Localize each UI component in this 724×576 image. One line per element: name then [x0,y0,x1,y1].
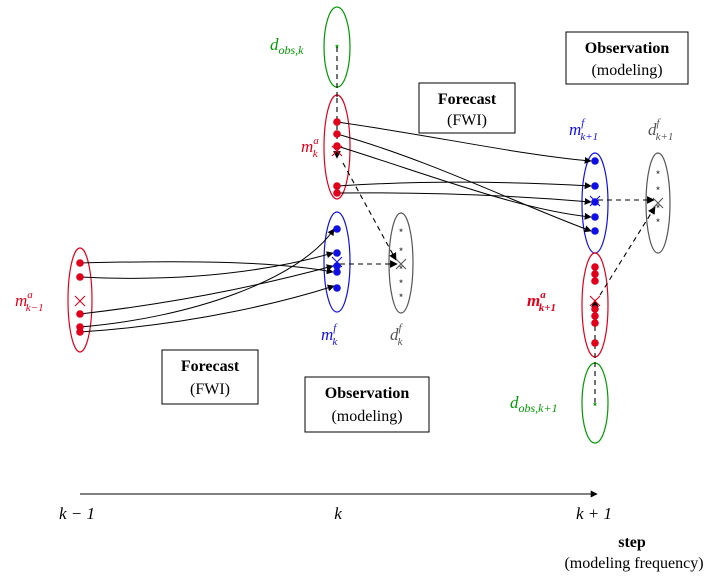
forecast-arrow [79,264,334,315]
member-dot [591,305,599,313]
members-m-a-k-minus-1 [76,259,84,336]
members-m-a-k-plus-1 [591,263,599,347]
forecast-arrow [336,121,592,164]
stars-d-f-k: ⋆ ⋆ ⋆ ⋆ ⋆ [397,223,405,302]
member-dot [333,249,341,257]
members-m-f-k-plus-1 [591,157,599,235]
label-m-f-k-plus-1: mf k+1 [569,117,598,143]
label-m-a-k: ma k [301,135,319,160]
forecast-arrows-1 [79,228,335,333]
label-d-f-k: df k [390,322,404,348]
star-icon: ⋆ [397,274,405,288]
members-m-f-k [333,225,341,292]
axis-subtitle: (modeling frequency) [564,555,703,572]
star-icon: ⋆ [397,288,405,302]
label-d-f-k-plus-1: df k+1 [648,117,673,143]
star-icon: ⋆ [654,213,662,227]
mean-cross-m-a-k-minus-1 [74,295,86,307]
member-dot [591,319,599,327]
label-m-a-k-minus-1: ma k−1 [15,289,44,314]
member-dot [76,273,84,281]
forecast-arrow [336,192,592,205]
member-dot [76,328,84,336]
forecast-arrow [79,284,335,333]
stars-d-obs: ⋆ ⋆ [333,39,599,411]
label-d-obs-k: dobs,k [270,35,304,57]
member-dot [333,118,341,126]
member-dot [591,263,599,271]
mean-cross-m-f-k-plus-1 [589,195,601,207]
member-dot [333,268,341,276]
box-forecast-1: Forecast (FWI) [161,349,259,405]
ensemble-means [74,145,664,307]
member-dot [333,189,341,197]
box-subtitle: (modeling) [331,408,402,425]
box-observation-1: Observation (modeling) [304,376,430,433]
forecast-arrows-2 [336,121,592,233]
member-dot [591,339,599,347]
tick-label-k-plus-1: k + 1 [576,504,612,523]
member-dot [76,259,84,267]
step-axis: k − 1 k k + 1 step (modeling frequency) [59,490,704,572]
forecast-arrow [79,261,334,275]
forecast-arrow [336,181,592,190]
member-dot [76,310,84,318]
member-dot [591,277,599,285]
star-icon: ⋆ [397,260,405,274]
star-icon: ⋆ [333,39,341,53]
forecast-arrow [336,145,592,220]
member-dot [591,270,599,278]
link-ma-k-to-df-k [342,162,397,261]
ensemble-d-f-k-plus-1 [645,152,671,254]
label-d-obs-k-plus-1: dobs,k+1 [510,393,558,415]
member-dot [591,227,599,235]
label-m-a-k-plus-1: ma k+1 [527,289,556,314]
member-dot [333,142,341,150]
ensemble-m-f-k [323,211,351,313]
box-title: Forecast [438,91,497,108]
star-icon: ⋆ [397,223,405,237]
stars-d-f-k-plus-1: ⋆ ⋆ ⋆ ⋆ [654,165,662,227]
ensemble-d-f-k [388,212,414,314]
member-dot [591,213,599,221]
box-title: Observation [585,40,670,57]
axis-title: step [618,534,646,551]
star-icon: ⋆ [397,242,405,256]
mean-cross-m-a-k [331,145,343,157]
members-m-a-k [333,118,341,197]
box-title: Observation [325,385,410,402]
box-subtitle: (FWI) [447,112,487,129]
star-icon: ⋆ [654,199,662,213]
forecast-arrow [79,228,335,328]
box-title: Forecast [181,358,240,375]
tick-label-k: k [334,504,342,523]
box-subtitle: (modeling) [591,62,662,79]
member-dot [591,312,599,320]
member-dot [591,182,599,190]
mean-cross-m-a-k-plus-1 [589,295,601,307]
mean-cross-d-f-k [395,258,407,270]
member-dot [591,157,599,165]
ensemble-m-a-k-minus-1 [67,247,93,353]
star-icon: ⋆ [591,397,599,411]
box-forecast-2: Forecast (FWI) [418,82,516,134]
tick-label-k-minus-1: k − 1 [59,504,95,523]
member-dot [333,284,341,292]
star-icon: ⋆ [654,181,662,195]
box-observation-2: Observation (modeling) [565,31,689,85]
forecast-arrow [79,251,334,279]
member-dot [333,182,341,190]
star-icon: ⋆ [654,165,662,179]
box-subtitle: (FWI) [190,381,230,398]
member-dot [591,198,599,206]
mean-cross-m-f-k [331,256,343,268]
label-m-f-k: mf k [321,322,338,348]
mean-cross-d-f-k-plus-1 [652,197,664,209]
member-dot [333,225,341,233]
member-dot [333,130,341,138]
